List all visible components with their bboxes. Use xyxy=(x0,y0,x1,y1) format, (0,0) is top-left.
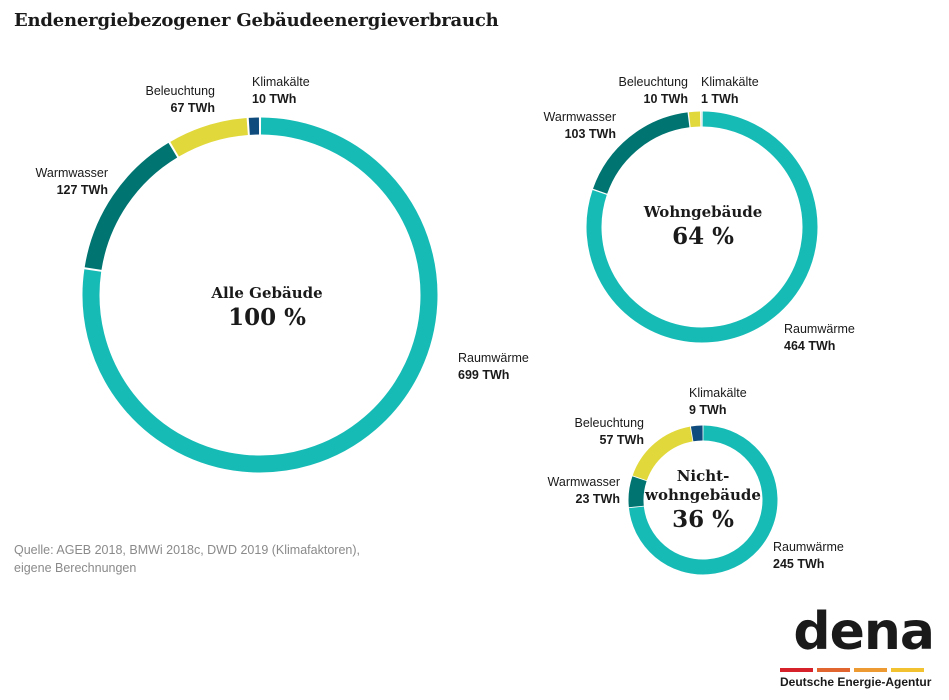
logo-wordmark: dena xyxy=(793,602,935,662)
label-beleuchtung: Beleuchtung 10 TWh xyxy=(580,74,688,108)
label-value: 699 TWh xyxy=(458,368,510,382)
logo-bar xyxy=(817,668,850,672)
label-value: 10 TWh xyxy=(643,92,688,106)
logo-color-bars xyxy=(780,668,924,672)
label-value: 1 TWh xyxy=(701,92,739,106)
label-value: 245 TWh xyxy=(773,557,825,571)
segment-beleuchtung xyxy=(632,426,693,481)
source-line-1: Quelle: AGEB 2018, BMWi 2018c, DWD 2019 … xyxy=(14,543,360,557)
center-label-nichtwohn: Nicht- wohngebäude 36 % xyxy=(617,467,789,535)
label-klimakaelte: Klimakälte 1 TWh xyxy=(701,74,759,108)
logo-bar xyxy=(854,668,887,672)
center-name-line2: wohngebäude xyxy=(645,486,761,504)
label-value: 57 TWh xyxy=(599,433,644,447)
logo-bar xyxy=(891,668,924,672)
center-name: Wohngebäude xyxy=(643,203,763,221)
chart-title: Endenergiebezogener Gebäudeenergieverbra… xyxy=(14,10,499,31)
label-name: Raumwärme xyxy=(784,322,855,336)
label-name: Warmwasser xyxy=(543,110,616,124)
segment-warmwasser xyxy=(628,476,647,508)
label-klimakaelte: Klimakälte 10 TWh xyxy=(252,74,310,108)
segment-raumwaerme xyxy=(628,425,778,575)
segment-raumwaerme xyxy=(586,111,818,343)
segment-raumwaerme xyxy=(82,117,438,473)
label-value: 127 TWh xyxy=(56,183,108,197)
source-line-2: eigene Berechnungen xyxy=(14,561,137,575)
label-value: 10 TWh xyxy=(252,92,297,106)
center-percent: 64 % xyxy=(672,223,734,250)
label-name: Warmwasser xyxy=(547,475,620,489)
label-value: 67 TWh xyxy=(170,101,215,115)
label-name: Raumwärme xyxy=(458,351,529,365)
label-value: 464 TWh xyxy=(784,339,836,353)
label-name: Beleuchtung xyxy=(145,84,215,98)
logo-subtitle: Deutsche Energie-Agentur xyxy=(780,675,932,689)
label-value: 9 TWh xyxy=(689,403,727,417)
center-label-alle: Alle Gebäude 100 % xyxy=(167,284,367,333)
logo-bar xyxy=(780,668,813,672)
label-name: Beleuchtung xyxy=(618,75,688,89)
donut-nichtwohngebaeude xyxy=(628,425,778,575)
center-name-line1: Nicht- xyxy=(676,467,730,485)
center-percent: 100 % xyxy=(228,304,306,331)
label-value: 23 TWh xyxy=(575,492,620,506)
label-beleuchtung: Beleuchtung 57 TWh xyxy=(536,415,644,449)
label-name: Klimakälte xyxy=(701,75,759,89)
label-warmwasser: Warmwasser 103 TWh xyxy=(510,109,616,143)
donut-alle-gebaeude xyxy=(82,117,438,473)
label-value: 103 TWh xyxy=(564,127,616,141)
label-raumwaerme: Raumwärme 699 TWh xyxy=(458,350,529,384)
label-name: Klimakälte xyxy=(689,386,747,400)
label-raumwaerme: Raumwärme 245 TWh xyxy=(773,539,844,573)
segment-beleuchtung xyxy=(688,111,701,128)
label-name: Beleuchtung xyxy=(574,416,644,430)
center-name: Alle Gebäude xyxy=(211,284,323,302)
label-klimakaelte: Klimakälte 9 TWh xyxy=(689,385,747,419)
dena-logo: dena Deutsche Energie-Agentur xyxy=(780,602,940,692)
segment-klimakaelte xyxy=(690,425,703,442)
label-beleuchtung: Beleuchtung 67 TWh xyxy=(108,83,215,117)
segment-warmwasser xyxy=(593,112,690,194)
label-raumwaerme: Raumwärme 464 TWh xyxy=(784,321,855,355)
center-label-wohn: Wohngebäude 64 % xyxy=(603,203,803,252)
segment-beleuchtung xyxy=(170,118,249,157)
source-note: Quelle: AGEB 2018, BMWi 2018c, DWD 2019 … xyxy=(14,541,360,577)
label-name: Warmwasser xyxy=(35,166,108,180)
donut-wohngebaeude xyxy=(586,111,818,343)
segment-warmwasser xyxy=(84,142,178,270)
label-warmwasser: Warmwasser 23 TWh xyxy=(512,474,620,508)
label-warmwasser: Warmwasser 127 TWh xyxy=(0,165,108,199)
center-percent: 36 % xyxy=(672,506,734,533)
label-name: Klimakälte xyxy=(252,75,310,89)
label-name: Raumwärme xyxy=(773,540,844,554)
